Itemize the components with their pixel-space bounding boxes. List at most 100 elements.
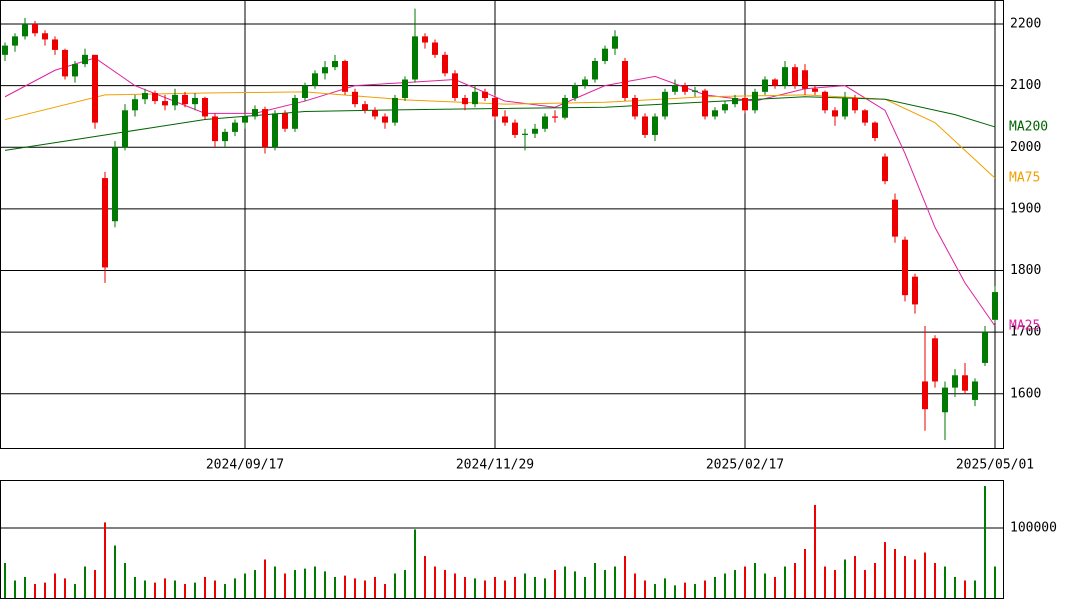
- candle-body: [672, 85, 678, 92]
- volume-bar: [514, 577, 516, 598]
- candle-body: [52, 39, 58, 50]
- volume-bar: [324, 571, 326, 598]
- candle-body: [952, 375, 958, 388]
- candle-body: [912, 276, 918, 305]
- y-tick-label: 2000: [1010, 140, 1041, 155]
- volume-bar: [734, 570, 736, 598]
- candle-body: [152, 93, 158, 102]
- volume-bar: [704, 580, 706, 598]
- candle-body: [422, 36, 428, 43]
- candle-body: [932, 338, 938, 382]
- candle-body: [862, 110, 868, 123]
- legend-label: MA25: [1009, 318, 1040, 333]
- volume-bar: [594, 563, 596, 598]
- volume-bar: [424, 556, 426, 598]
- candle-body: [322, 67, 328, 74]
- volume-bar: [204, 577, 206, 598]
- volume-bar: [104, 522, 106, 598]
- candle-body: [542, 116, 548, 129]
- candle-body: [72, 64, 78, 77]
- candle-body: [592, 61, 598, 80]
- volume-bar: [744, 566, 746, 598]
- volume-bar: [764, 573, 766, 598]
- volume-bar: [554, 570, 556, 598]
- candle-body: [882, 156, 888, 182]
- volume-bar: [124, 563, 126, 598]
- volume-bar: [984, 486, 986, 598]
- volume-bar: [924, 552, 926, 598]
- volume-bar: [64, 578, 66, 598]
- volume-panel-frame: [0, 480, 1004, 599]
- candle-body: [372, 110, 378, 117]
- volume-bar: [264, 559, 266, 598]
- volume-bar: [234, 578, 236, 598]
- candle-body: [872, 122, 878, 139]
- volume-bar: [604, 570, 606, 598]
- candle-body: [352, 91, 358, 105]
- candle-body: [302, 85, 308, 98]
- volume-bar: [184, 584, 186, 598]
- volume-bar: [314, 566, 316, 598]
- candle-body: [392, 97, 398, 123]
- x-tick-label: 2024/09/17: [206, 458, 284, 473]
- volume-bar: [244, 573, 246, 598]
- candle-body: [292, 97, 298, 129]
- volume-bar: [444, 570, 446, 598]
- candle-body: [502, 116, 508, 123]
- y-tick-label: 1800: [1010, 263, 1041, 278]
- candle-body: [332, 61, 338, 68]
- candle-body: [182, 94, 188, 105]
- volume-bar: [614, 566, 616, 598]
- volume-bar: [794, 563, 796, 598]
- volume-bar: [804, 549, 806, 598]
- volume-bar: [824, 566, 826, 598]
- volume-bar: [154, 582, 156, 598]
- volume-bar: [934, 563, 936, 598]
- volume-bar: [394, 573, 396, 598]
- candle-body: [442, 54, 448, 74]
- candle-body: [652, 116, 658, 135]
- volume-bar: [944, 566, 946, 598]
- volume-bar: [404, 570, 406, 598]
- volume-bar: [4, 563, 6, 598]
- candle-body: [142, 93, 148, 100]
- candle-body: [772, 79, 778, 86]
- volume-bar: [674, 585, 676, 598]
- volume-bar: [54, 573, 56, 598]
- volume-bar: [544, 578, 546, 598]
- volume-bar: [304, 568, 306, 598]
- candle-body: [192, 97, 198, 105]
- legend-label: MA200: [1009, 119, 1048, 134]
- volume-bar: [454, 573, 456, 598]
- candle-body: [362, 104, 368, 111]
- candle-body: [2, 45, 8, 55]
- candle-body: [222, 131, 228, 142]
- moving-average-line: [4, 96, 996, 151]
- volume-bar: [224, 584, 226, 598]
- volume-bar: [784, 566, 786, 598]
- candle-body: [642, 116, 648, 135]
- volume-bar: [574, 571, 576, 598]
- volume-bar: [654, 584, 656, 598]
- volume-bar: [904, 556, 906, 598]
- volume-bar: [724, 573, 726, 598]
- volume-bar: [284, 573, 286, 598]
- candle-body: [532, 128, 538, 134]
- candle-body: [812, 88, 818, 92]
- candle-body: [722, 104, 728, 111]
- volume-bar: [494, 577, 496, 598]
- volume-bar: [194, 582, 196, 598]
- volume-bar: [874, 563, 876, 598]
- candle-body: [62, 49, 68, 77]
- candle-body: [782, 67, 788, 86]
- volume-bar: [634, 573, 636, 598]
- y-tick-label: 1900: [1010, 201, 1041, 216]
- candle-body: [512, 122, 518, 135]
- volume-bar: [414, 529, 416, 598]
- candle-body: [462, 97, 468, 105]
- candle-body: [802, 70, 808, 89]
- volume-bar: [524, 573, 526, 598]
- volume-bar: [714, 577, 716, 598]
- candle-body: [942, 387, 948, 413]
- volume-bar: [814, 504, 816, 598]
